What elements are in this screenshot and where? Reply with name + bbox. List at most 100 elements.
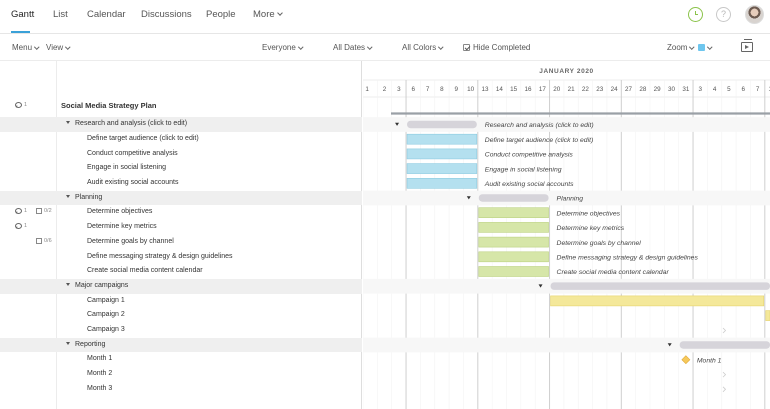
task-bar[interactable] [406,148,478,160]
unscheduled-chevron-icon[interactable] [722,327,727,334]
task-row[interactable]: Month 2 [0,367,362,382]
assignee-filter-label: Everyone [262,43,296,52]
zoom-dropdown[interactable]: Zoom [667,43,713,52]
group-summary-bar[interactable] [478,194,549,202]
task-row[interactable]: Conduct competitive analysis [0,147,362,162]
task-row[interactable]: Engage in social listening [0,161,362,176]
task-row[interactable]: Month 1 [0,352,362,367]
menu-dropdown[interactable]: Menu [12,43,40,52]
view-label: View [46,43,64,52]
day-label: 14 [496,86,504,93]
day-label: 3 [397,86,401,93]
gantt-chart-svg: 1 2 3 6 7 8 9 10 13 14 15 16 17 20 21 22 23 24 27 28 29 30 31 3… [363,79,770,409]
collapse-triangle-icon[interactable] [66,341,70,345]
task-bar[interactable] [478,222,549,233]
task-row[interactable]: Define messaging strategy & design guide… [0,250,362,265]
day-label: 3 [698,86,702,93]
active-tab-indicator [11,31,30,33]
group-row-band [363,190,770,206]
chevron-down-icon [438,43,444,49]
task-group-row[interactable]: Major campaigns [0,278,362,294]
project-row[interactable]: 1 Social Media Strategy Plan [0,99,362,114]
bar-label: Define messaging strategy & design guide… [557,255,699,262]
date-filter[interactable]: All Dates [333,43,373,52]
presentation-icon[interactable] [741,39,753,52]
tab-more[interactable]: More [253,9,283,20]
collapse-triangle-icon[interactable] [66,194,70,198]
hide-completed-toggle[interactable]: Hide Completed [463,43,530,52]
tab-more-label: More [253,9,275,20]
group-name-text: Planning [75,193,103,201]
avatar[interactable] [745,5,764,24]
task-bar[interactable] [478,236,549,248]
group-name-text: Major campaigns [75,281,129,289]
group-name-text: Reporting [75,340,106,348]
task-row[interactable]: Campaign 3 [0,323,362,338]
day-label: 28 [639,86,647,93]
comment-icon[interactable] [15,101,22,108]
task-row[interactable]: Campaign 2 [0,308,362,323]
project-title: Social Media Strategy Plan [61,101,157,110]
unscheduled-chevron-icon[interactable] [722,386,727,393]
comment-icon[interactable] [15,208,22,215]
task-bar[interactable] [406,163,478,174]
task-group-row[interactable]: Planning [0,190,362,206]
assignee-filter[interactable]: Everyone [262,43,304,52]
gantt-chart: 1 2 3 6 7 8 9 10 13 14 15 16 17 20 21 22 23 24 27 28 29 30 31 3… [363,61,770,409]
collapse-triangle-icon[interactable] [66,282,70,286]
tab-gantt[interactable]: Gantt [11,9,35,20]
unscheduled-chevron-icon[interactable] [722,371,727,378]
task-bar[interactable] [406,133,478,145]
bar-label: Conduct competitive analysis [485,152,574,159]
task-row[interactable]: Determine key metrics 1 [0,220,362,235]
group-name-text: Research and analysis (click to edit) [75,120,188,128]
task-bar[interactable] [765,310,770,321]
day-label: 21 [568,86,576,93]
collapse-triangle-icon[interactable] [395,122,400,126]
checkbox-icon[interactable] [463,44,470,51]
tab-discussions[interactable]: Discussions [141,9,192,20]
task-row[interactable]: Audit existing social accounts [0,176,362,191]
checklist-count: 0/6 [44,237,52,244]
tab-calendar[interactable]: Calendar [87,9,126,20]
day-label: 7 [426,86,430,93]
task-row[interactable]: Define target audience (click to edit) [0,132,362,147]
task-row[interactable]: Determine objectives 1 0/2 [0,205,362,220]
day-label: 24 [611,86,619,93]
milestone-marker[interactable] [681,355,691,365]
collapse-triangle-icon[interactable] [66,121,70,125]
tab-people[interactable]: People [206,9,236,20]
view-dropdown[interactable]: View [46,43,71,52]
task-group-row[interactable]: Research and analysis (click to edit) [0,117,362,132]
task-row[interactable]: Campaign 1 [0,294,362,309]
group-summary-bar[interactable] [550,282,770,290]
group-summary-bar[interactable] [679,341,770,349]
day-label: 1 [365,86,369,93]
task-bar[interactable] [478,266,549,277]
task-row[interactable]: Determine goals by channel 0/6 [0,235,362,250]
task-bar[interactable] [406,178,478,189]
chevron-down-icon [689,43,695,49]
help-icon[interactable]: ? [716,7,731,22]
group-name: Research and analysis (click to edit) [66,120,187,127]
checklist-icon[interactable] [36,208,42,215]
collapse-triangle-icon[interactable] [466,196,471,200]
task-row[interactable]: Month 3 [0,382,362,397]
task-row[interactable]: Create social media content calendar [0,264,362,279]
task-group-row[interactable]: Reporting [0,337,362,353]
collapse-triangle-icon[interactable] [538,284,543,288]
color-filter[interactable]: All Colors [402,43,444,52]
task-bar[interactable] [478,207,549,218]
clock-icon[interactable] [688,7,703,22]
collapse-triangle-icon[interactable] [667,343,672,347]
tab-list[interactable]: List [53,9,68,20]
task-bar[interactable] [478,251,549,263]
task-bar[interactable] [550,295,765,307]
comment-icon[interactable] [15,223,22,230]
group-summary-bar[interactable] [407,120,477,129]
chevron-down-icon [65,43,71,49]
task-name: Month 2 [87,370,113,378]
group-row-band [363,337,770,353]
checklist-icon[interactable] [36,237,42,244]
zoom-label: Zoom [667,43,688,52]
